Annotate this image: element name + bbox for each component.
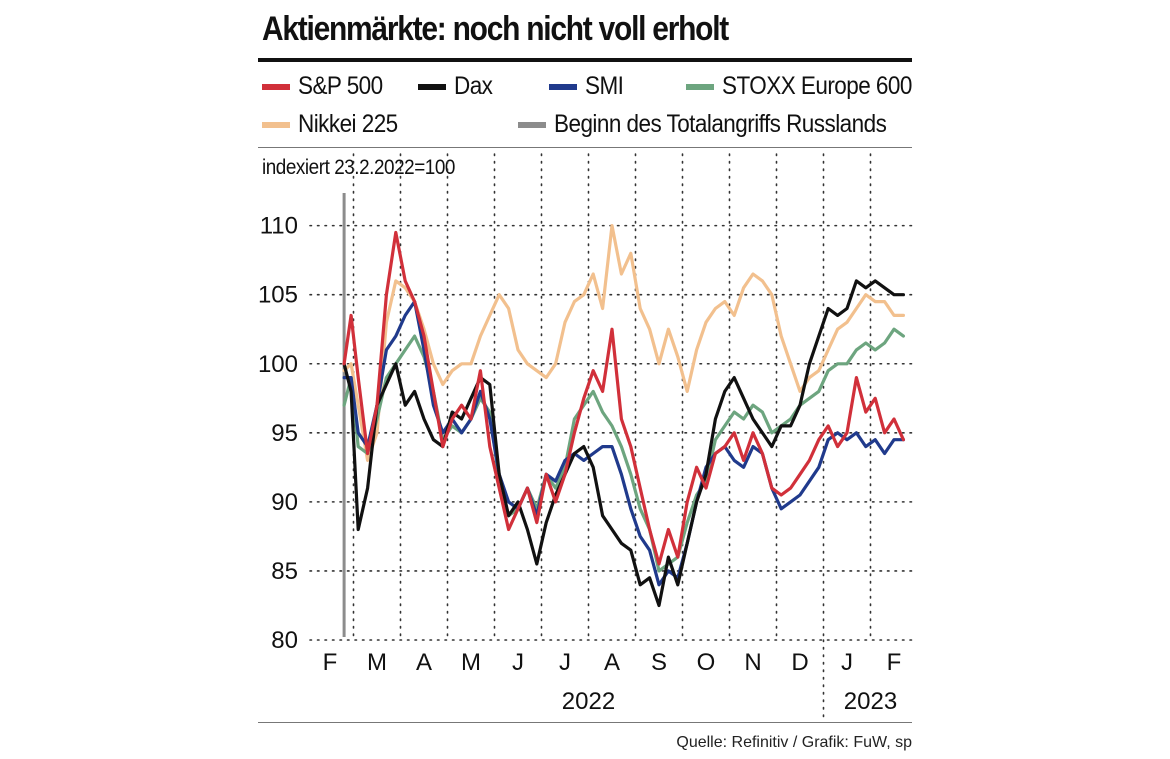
legend-swatch-sp500: [262, 83, 290, 90]
x-tick-label-0: F: [323, 649, 338, 676]
legend-item-dax: Dax: [418, 72, 497, 101]
y-tick-label-90: 90: [271, 489, 298, 516]
legend-swatch-nikkei: [262, 121, 290, 128]
x-tick-label-9: N: [744, 649, 761, 676]
legend-label-smi: SMI: [585, 72, 624, 100]
x-tick-label-1: M: [367, 649, 387, 676]
bottom-rule: [258, 722, 912, 723]
label-layer: 80 85 90 95 100 105 110 F M A M J J A S O N D J F 2022 2023: [258, 213, 901, 715]
x-tick-label-10: D: [791, 649, 808, 676]
legend-item-sp500: S&P 500: [262, 72, 392, 101]
year-label-2023: 2023: [844, 688, 897, 715]
x-tick-label-2: A: [416, 649, 432, 676]
chart-title: Aktienmärkte: noch nicht voll erholt: [262, 10, 729, 48]
x-tick-label-6: A: [604, 649, 620, 676]
legend-swatch-stoxx: [686, 83, 714, 90]
series-layer: [342, 224, 905, 608]
index-subtitle: indexiert 23.2.2022=100: [262, 156, 455, 179]
x-tick-label-8: O: [697, 649, 716, 676]
year-label-2022: 2022: [562, 688, 615, 715]
x-tick-label-3: M: [461, 649, 481, 676]
y-tick-label-100: 100: [258, 351, 298, 378]
legend-swatch-smi: [549, 83, 577, 90]
legend-rule: [258, 147, 912, 148]
legend-item-smi: SMI: [549, 72, 628, 101]
legend-label-nikkei: Nikkei 225: [298, 110, 398, 138]
x-tick-label-5: J: [559, 649, 571, 676]
series-line-dax: [342, 279, 905, 608]
series-line-s-p-500: [342, 230, 905, 566]
x-tick-label-4: J: [512, 649, 524, 676]
x-tick-label-11: J: [841, 649, 853, 676]
legend-item-nikkei: Nikkei 225: [262, 110, 409, 139]
y-tick-label-95: 95: [271, 420, 298, 447]
source-note: Quelle: Refinitiv / Grafik: FuW, sp: [676, 734, 912, 751]
legend-label-dax: Dax: [454, 72, 493, 100]
x-tick-label-7: S: [651, 649, 667, 676]
legend-label-sp500: S&P 500: [298, 72, 383, 100]
series-line-smi: [342, 300, 905, 587]
x-tick-label-12: F: [887, 649, 902, 676]
legend-label-stoxx: STOXX Europe 600: [722, 72, 912, 100]
title-rule: [258, 58, 912, 62]
legend-label-event: Beginn des Totalangriffs Russlands: [554, 110, 887, 138]
legend-swatch-event: [518, 121, 546, 128]
legend-swatch-dax: [418, 83, 446, 90]
y-tick-label-80: 80: [271, 627, 298, 654]
series-line-nikkei-225: [342, 224, 905, 462]
y-tick-label-85: 85: [271, 558, 298, 585]
legend-item-stoxx: STOXX Europe 600: [686, 72, 933, 101]
legend-item-event: Beginn des Totalangriffs Russlands: [518, 110, 923, 139]
y-tick-label-105: 105: [258, 282, 298, 309]
y-tick-label-110: 110: [260, 213, 298, 240]
